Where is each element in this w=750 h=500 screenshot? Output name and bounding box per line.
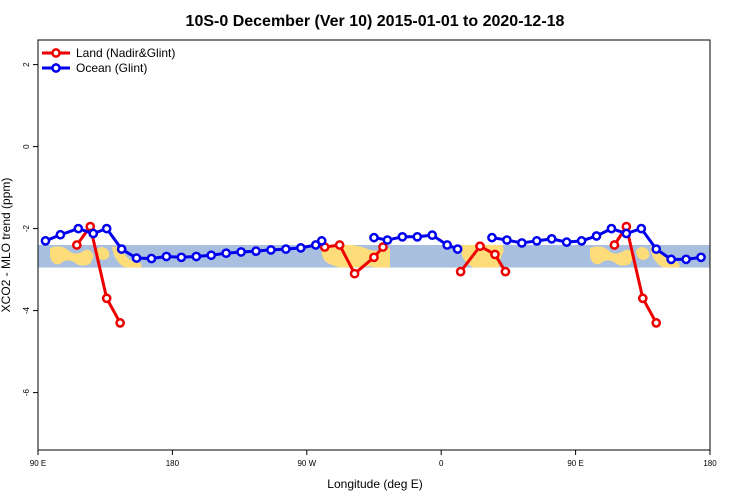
data-point	[40, 236, 51, 246]
x-tick-label: 90 E	[567, 459, 583, 468]
legend-label: Land (Nadir&Glint)	[76, 46, 175, 60]
series-land	[71, 221, 662, 328]
y-tick-label: 0	[22, 144, 31, 149]
data-point	[116, 244, 127, 254]
data-point	[651, 244, 662, 254]
data-point	[115, 318, 125, 328]
data-point	[251, 246, 261, 256]
data-point	[397, 231, 408, 242]
data-point	[621, 228, 632, 239]
data-point	[146, 253, 157, 264]
plot-frame	[37, 39, 711, 451]
data-point	[606, 223, 617, 234]
data-point	[666, 254, 677, 265]
data-point	[490, 249, 500, 260]
data-point	[221, 248, 232, 259]
data-point	[369, 232, 379, 243]
data-point	[131, 253, 142, 263]
data-point	[236, 247, 246, 257]
series-line	[459, 244, 507, 273]
data-point	[516, 238, 527, 248]
data-point	[452, 244, 463, 254]
data-point	[636, 223, 647, 234]
data-point	[576, 236, 587, 246]
y-tick-label: -4	[22, 306, 31, 314]
series-layer	[40, 221, 706, 328]
legend-marker	[51, 48, 61, 58]
data-point	[334, 240, 345, 250]
data-point	[176, 252, 187, 263]
data-point	[487, 232, 497, 243]
data-point	[161, 251, 172, 262]
data-point	[55, 229, 66, 240]
y-tick-label: -2	[22, 224, 31, 232]
x-axis-label: Longitude (deg E)	[327, 477, 422, 491]
data-point	[281, 244, 291, 254]
series-ocean	[40, 223, 706, 265]
data-point	[561, 237, 572, 247]
data-point	[442, 240, 453, 250]
data-point	[591, 231, 602, 241]
x-tick-label: 0	[439, 459, 444, 468]
x-tick-label: 180	[166, 459, 180, 468]
data-point	[651, 318, 662, 328]
series-line	[75, 225, 122, 324]
data-point	[681, 254, 691, 265]
data-point	[101, 223, 112, 234]
data-point	[191, 251, 202, 262]
data-point	[455, 266, 466, 277]
x-tick-label: 90 E	[30, 459, 46, 468]
legend-label: Ocean (Glint)	[76, 61, 147, 75]
data-point	[71, 240, 82, 250]
data-point	[531, 236, 542, 246]
data-point	[427, 230, 438, 241]
x-axis: 90 E 180 90 W 0 90 E 180	[30, 450, 717, 468]
data-point	[412, 231, 423, 242]
data-point	[502, 235, 512, 245]
x-tick-label: 180	[703, 459, 717, 468]
data-point	[266, 245, 276, 255]
data-point	[369, 252, 379, 263]
series-line	[613, 225, 658, 324]
data-point	[316, 236, 327, 246]
y-axis-label: XCO2 - MLO trend (ppm)	[0, 178, 13, 313]
data-point	[206, 250, 217, 261]
data-point	[696, 252, 706, 263]
data-point	[382, 235, 393, 245]
y-tick-label: -6	[22, 388, 31, 396]
y-axis: 2 0 -2 -4 -6	[22, 62, 38, 396]
data-point	[88, 228, 99, 239]
data-point	[378, 242, 388, 252]
data-point	[500, 266, 511, 277]
legend: Land (Nadir&Glint)Ocean (Glint)	[42, 46, 175, 75]
data-point	[349, 268, 360, 279]
legend-marker	[51, 63, 61, 73]
x-tick-label: 90 W	[297, 459, 316, 468]
data-point	[475, 241, 485, 252]
data-point	[546, 234, 557, 244]
data-point	[73, 223, 84, 234]
data-point	[637, 293, 648, 304]
chart-title: 10S-0 December (Ver 10) 2015-01-01 to 20…	[186, 13, 565, 30]
data-point	[609, 240, 620, 250]
data-point	[295, 243, 306, 253]
data-point	[101, 293, 112, 304]
y-tick-label: 2	[22, 62, 31, 67]
